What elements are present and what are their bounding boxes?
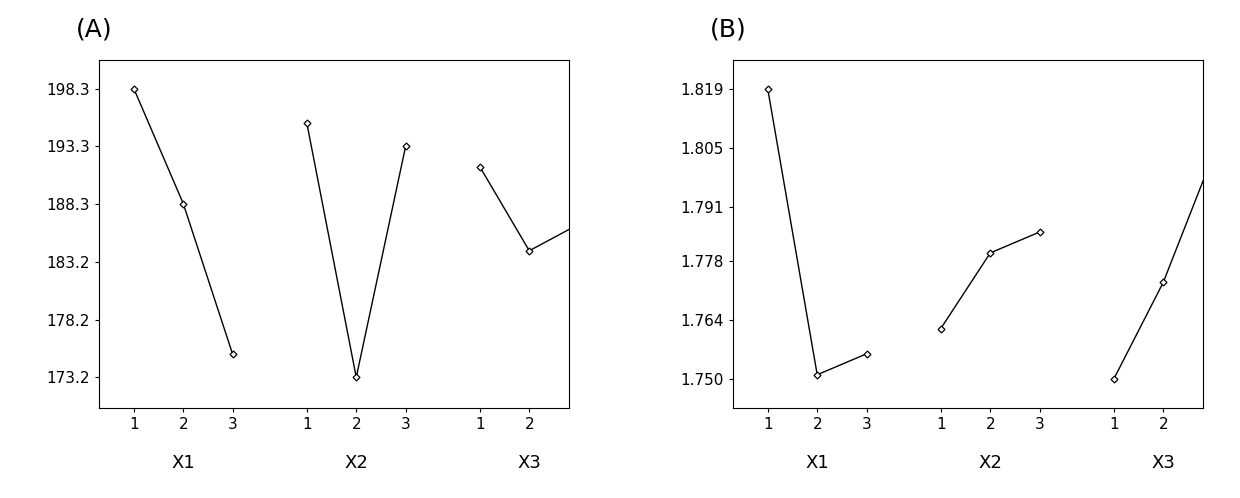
Text: X2: X2	[345, 454, 368, 472]
Text: X1: X1	[171, 454, 195, 472]
Text: (B): (B)	[709, 18, 746, 42]
Text: (A): (A)	[76, 18, 113, 42]
Text: X1: X1	[805, 454, 830, 472]
Text: X3: X3	[1151, 454, 1176, 472]
Text: X2: X2	[978, 454, 1002, 472]
Text: X3: X3	[517, 454, 541, 472]
